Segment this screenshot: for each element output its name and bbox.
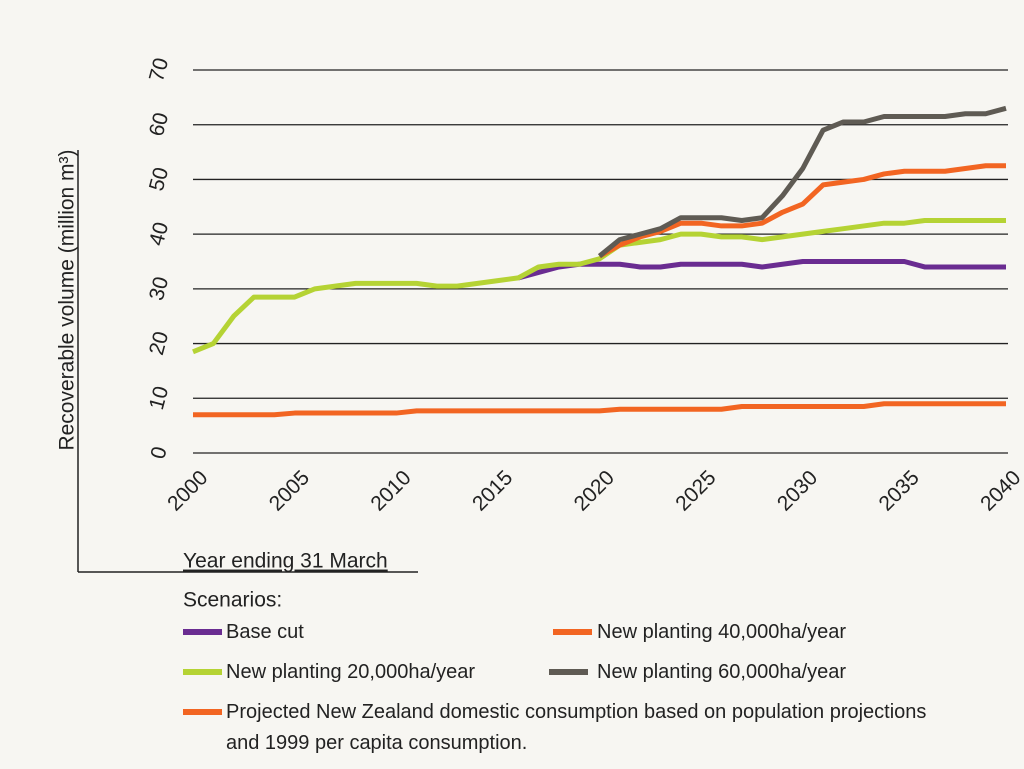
x-tick-label: 2005	[265, 466, 314, 515]
series-line	[598, 163, 1006, 259]
x-tick-label: 2035	[875, 466, 924, 515]
legend-label: New planting 40,000ha/year	[597, 621, 847, 643]
legend-label: Base cut	[226, 621, 304, 643]
legend-title: Scenarios:	[183, 589, 282, 612]
y-tick-label: 20	[145, 329, 173, 358]
series-line	[597, 105, 1007, 258]
x-tick-label: 2020	[570, 466, 619, 515]
x-tick-label: 2040	[976, 466, 1024, 515]
legend-swatch	[183, 629, 222, 635]
legend-swatch	[549, 669, 588, 675]
x-tick-label: 2010	[366, 466, 415, 515]
y-tick-label: 10	[145, 384, 173, 413]
legend-swatch	[183, 709, 222, 715]
y-tick-label: 30	[145, 274, 173, 303]
legend-swatch	[183, 669, 222, 675]
y-tick-label: 70	[145, 55, 173, 84]
x-tick-label: 2025	[671, 466, 720, 515]
y-tick-label: 0	[146, 444, 171, 461]
series-line	[517, 259, 1006, 281]
y-axis-title: Recoverable volume (million m³)	[56, 149, 79, 450]
x-axis-title: Year ending 31 March	[183, 550, 388, 573]
x-tick-label: 2030	[773, 466, 822, 515]
y-tick-label: 50	[145, 165, 173, 194]
x-tick-label: 2015	[468, 466, 517, 515]
legend-label: Projected New Zealand domestic consumpti…	[226, 701, 927, 754]
y-tick-label: 60	[145, 110, 173, 139]
y-tick-label: 40	[145, 220, 173, 249]
legend-swatch	[553, 629, 592, 635]
legend-label: New planting 20,000ha/year	[226, 661, 476, 683]
series-line	[192, 217, 1006, 355]
series-line	[193, 401, 1006, 418]
x-tick-label: 2000	[163, 466, 212, 515]
legend-label: New planting 60,000ha/year	[597, 661, 847, 683]
